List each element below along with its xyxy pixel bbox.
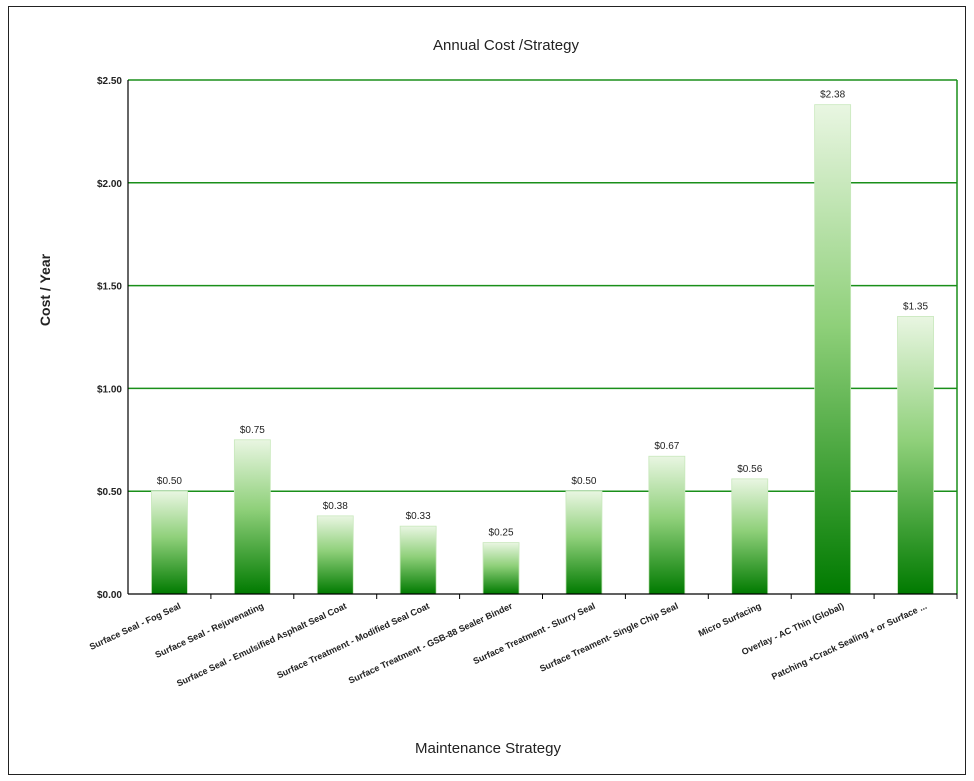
- x-tick-label: Surface Treatment - GSB-88 Sealer Binder: [347, 601, 514, 686]
- y-tick-label: $0.50: [97, 487, 122, 498]
- x-tick-label: Surface Seal - Emulsified Asphalt Seal C…: [175, 601, 348, 689]
- y-axis-title: Cost / Year: [37, 253, 53, 326]
- x-tick-label: Surface Treament- Single Chip Seal: [538, 601, 680, 674]
- x-tick-label: Micro Surfacing: [697, 601, 763, 639]
- bar: [482, 542, 520, 595]
- chart-title: Annual Cost /Strategy: [433, 37, 579, 54]
- bar: [897, 316, 934, 595]
- data-label: $0.38: [323, 501, 348, 512]
- data-label: $0.67: [654, 441, 679, 452]
- bar: [565, 490, 603, 595]
- x-axis-title: Maintenance Strategy: [415, 740, 561, 757]
- y-tick-label: $0.00: [97, 590, 122, 601]
- data-label: $1.35: [903, 301, 928, 312]
- bar: [233, 439, 271, 595]
- bar: [814, 104, 852, 595]
- bar: [399, 525, 437, 595]
- y-tick-label: $2.00: [97, 179, 122, 190]
- y-tick-label: $2.50: [97, 76, 122, 87]
- bar: [648, 455, 686, 595]
- data-label: $0.50: [157, 476, 182, 487]
- bar: [151, 490, 188, 595]
- data-label: $0.33: [406, 511, 431, 522]
- bar: [731, 478, 769, 595]
- y-tick-label: $1.50: [97, 282, 122, 293]
- data-label: $2.38: [820, 90, 845, 101]
- data-label: $0.56: [737, 464, 762, 475]
- data-label: $0.50: [571, 476, 596, 487]
- bar: [316, 515, 354, 595]
- y-tick-label: $1.00: [97, 384, 122, 395]
- data-label: $0.75: [240, 425, 265, 436]
- x-tick-label: Patching +Crack Sealing + or Surface ...: [770, 601, 928, 682]
- x-tick-label: Surface Treatment - Modified Seal Coat: [275, 601, 431, 681]
- data-label: $0.25: [489, 528, 514, 539]
- chart-frame: [8, 6, 966, 775]
